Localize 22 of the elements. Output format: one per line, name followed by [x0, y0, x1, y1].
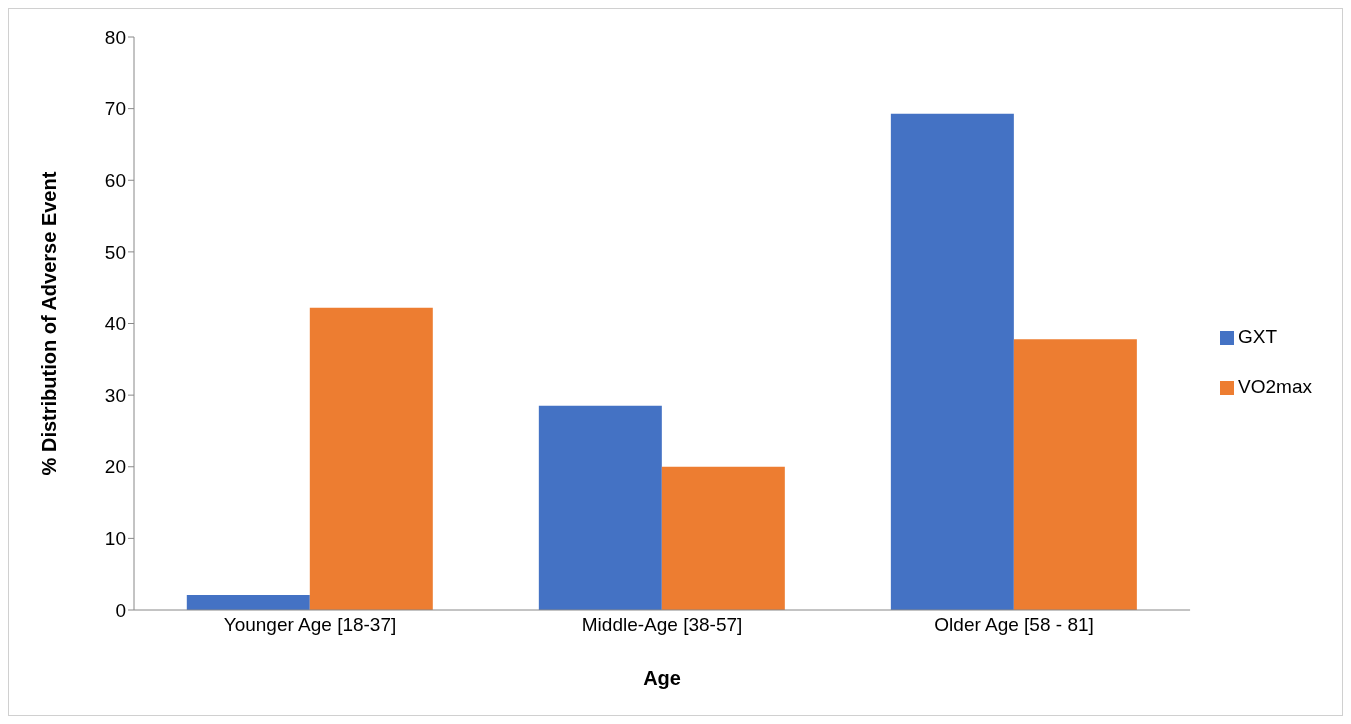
y-tick-label: 10	[104, 528, 126, 550]
y-tick-label: 0	[115, 599, 126, 621]
bar	[1013, 339, 1137, 610]
y-tick-label: 70	[104, 98, 126, 120]
y-tick-label: 40	[104, 313, 126, 335]
y-axis-title: % Distribution of Adverse Event	[38, 171, 61, 476]
legend-label: GXT	[1238, 326, 1278, 347]
bar	[538, 405, 662, 610]
y-tick-label: 80	[104, 26, 126, 48]
y-tick-label: 60	[104, 169, 126, 191]
y-tick-label: 30	[104, 384, 126, 406]
y-tick-label: 50	[104, 241, 126, 263]
bar	[186, 594, 310, 610]
x-tick-label: Older Age [58 - 81]	[934, 614, 1094, 636]
bar	[890, 113, 1014, 610]
y-tick-label: 20	[104, 456, 126, 478]
legend-label: VO2max	[1238, 376, 1312, 397]
x-axis-title: Age	[643, 667, 681, 689]
bar	[309, 307, 433, 610]
bar	[661, 466, 785, 610]
x-tick-label: Middle-Age [38-57]	[581, 614, 743, 636]
x-tick-label: Younger Age [18-37]	[223, 614, 397, 636]
